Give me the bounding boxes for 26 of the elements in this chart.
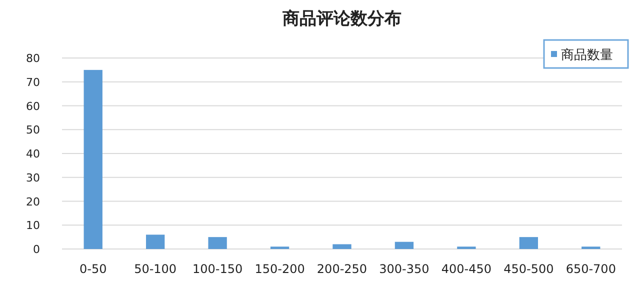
x-tick-label: 400-450 (441, 262, 492, 276)
bar (208, 237, 227, 249)
y-tick-label: 50 (26, 124, 40, 137)
x-tick-label: 450-500 (504, 262, 554, 276)
x-tick-label: 150-200 (254, 262, 305, 276)
bar (519, 237, 538, 249)
bar (394, 242, 414, 249)
x-tick-label: 0-50 (79, 262, 107, 276)
x-tick-label: 300-350 (379, 262, 430, 276)
y-tick-label: 70 (26, 76, 40, 89)
legend-label: 商品数量 (561, 48, 613, 63)
x-tick-label: 650-700 (566, 262, 616, 276)
y-tick-label: 10 (26, 219, 40, 232)
chart-title: 商品评论数分布 (282, 9, 402, 29)
y-tick-label: 0 (33, 243, 40, 256)
y-tick-label: 60 (26, 100, 40, 113)
y-tick-label: 20 (26, 195, 40, 208)
x-tick-label: 50-100 (134, 262, 177, 276)
x-tick-label: 200-250 (316, 262, 368, 276)
x-tick-label: 100-150 (192, 262, 243, 276)
y-tick-label: 30 (26, 171, 40, 184)
y-tick-label: 40 (26, 148, 40, 160)
y-tick-label: 80 (26, 52, 40, 65)
bar (146, 234, 165, 249)
bar (332, 244, 352, 249)
bar (84, 70, 102, 249)
